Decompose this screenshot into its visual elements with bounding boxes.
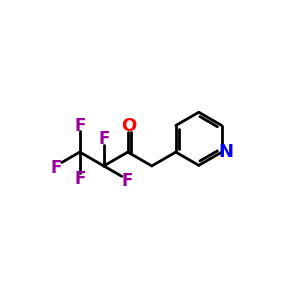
Text: N: N <box>218 143 233 161</box>
Text: F: F <box>74 116 85 134</box>
Text: F: F <box>98 130 110 148</box>
Text: F: F <box>50 159 62 177</box>
Text: O: O <box>121 117 136 135</box>
Text: F: F <box>121 172 133 190</box>
Text: F: F <box>74 170 85 188</box>
